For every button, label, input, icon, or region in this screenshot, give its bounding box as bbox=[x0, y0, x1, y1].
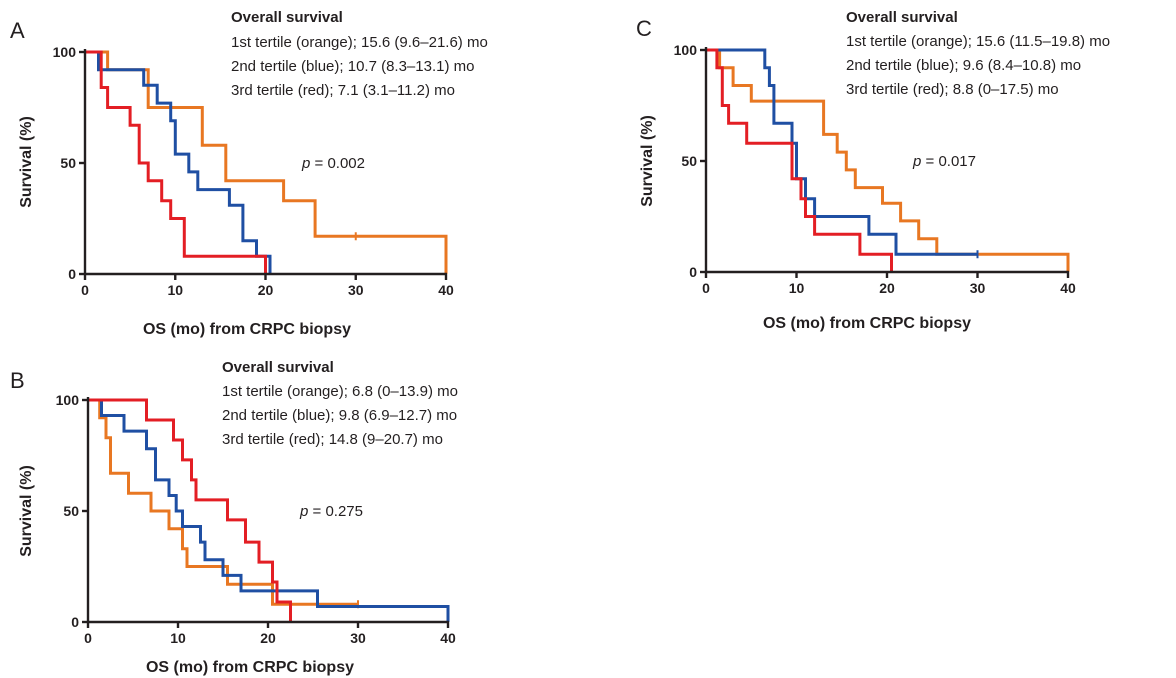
p-number-c: = 0.017 bbox=[921, 153, 976, 170]
legend-line-b-2: 2nd tertile (blue); 9.8 (6.9–12.7) mo bbox=[222, 407, 457, 424]
x-tick-label-b-40: 40 bbox=[440, 630, 456, 646]
y-tick-label-b-50: 50 bbox=[63, 503, 79, 519]
x-tick-label-b-10: 10 bbox=[170, 630, 186, 646]
y-axis-label-b: Survival (%) bbox=[18, 465, 35, 557]
plot-area-a: 0 10 20 30 40 0 50 100 bbox=[53, 44, 454, 298]
p-number-b: = 0.275 bbox=[308, 503, 363, 520]
legend-line-b-3: 3rd tertile (red); 14.8 (9–20.7) mo bbox=[222, 431, 443, 448]
legend-title-c: Overall survival bbox=[846, 9, 958, 26]
p-value-b: p = 0.275 bbox=[299, 503, 363, 520]
x-tick-label-a-0: 0 bbox=[81, 282, 89, 298]
y-axis-label-a: Survival (%) bbox=[18, 116, 35, 208]
panel-letter-c: C bbox=[636, 16, 652, 41]
legend-a: Overall survival 1st tertile (orange); 1… bbox=[231, 9, 488, 99]
panel-c: C Overall survival 1st tertile (orange);… bbox=[636, 9, 1110, 332]
p-value-c: p = 0.017 bbox=[912, 153, 976, 170]
legend-line-c-1: 1st tertile (orange); 15.6 (11.5–19.8) m… bbox=[846, 33, 1110, 50]
p-number-a: = 0.002 bbox=[310, 155, 365, 172]
km-curve-b-red bbox=[88, 398, 292, 622]
legend-line-a-2: 2nd tertile (blue); 10.7 (8.3–13.1) mo bbox=[231, 58, 474, 75]
km-curve-c-red bbox=[706, 48, 893, 272]
legend-c: Overall survival 1st tertile (orange); 1… bbox=[846, 9, 1110, 98]
x-tick-label-c-40: 40 bbox=[1060, 280, 1076, 296]
x-tick-label-a-40: 40 bbox=[438, 282, 454, 298]
x-tick-label-b-30: 30 bbox=[350, 630, 366, 646]
y-tick-label-c-100: 100 bbox=[674, 42, 698, 58]
legend-line-c-2: 2nd tertile (blue); 9.6 (8.4–10.8) mo bbox=[846, 57, 1081, 74]
y-tick-label-c-50: 50 bbox=[681, 153, 697, 169]
plot-area-c: 0 10 20 30 40 0 50 100 bbox=[674, 42, 1076, 296]
y-tick-label-b-0: 0 bbox=[71, 614, 79, 630]
x-tick-label-a-20: 20 bbox=[258, 282, 274, 298]
x-axis-label-a: OS (mo) from CRPC biopsy bbox=[143, 321, 351, 338]
p-value-a: p = 0.002 bbox=[301, 155, 365, 172]
legend-line-a-3: 3rd tertile (red); 7.1 (3.1–11.2) mo bbox=[231, 82, 455, 99]
km-curve-c-orange bbox=[706, 48, 1070, 272]
panel-letter-a: A bbox=[10, 18, 25, 43]
x-tick-label-b-20: 20 bbox=[260, 630, 276, 646]
km-curve-b-blue bbox=[88, 398, 450, 622]
x-tick-label-c-30: 30 bbox=[970, 280, 986, 296]
panel-b: B Overall survival 1st tertile (orange);… bbox=[10, 359, 458, 676]
x-axis-label-c: OS (mo) from CRPC biopsy bbox=[763, 315, 971, 332]
y-axis-label-c: Survival (%) bbox=[639, 115, 656, 207]
p-symbol-b: p bbox=[299, 503, 308, 520]
x-tick-label-c-20: 20 bbox=[879, 280, 895, 296]
x-tick-label-a-30: 30 bbox=[348, 282, 364, 298]
km-curve-c-blue bbox=[706, 48, 978, 256]
x-tick-label-c-10: 10 bbox=[789, 280, 805, 296]
y-tick-label-a-0: 0 bbox=[68, 266, 76, 282]
p-symbol-c: p bbox=[912, 153, 921, 170]
y-tick-label-b-100: 100 bbox=[56, 392, 80, 408]
x-tick-label-c-0: 0 bbox=[702, 280, 710, 296]
x-axis-label-b: OS (mo) from CRPC biopsy bbox=[146, 659, 354, 676]
y-tick-label-a-50: 50 bbox=[60, 155, 76, 171]
legend-title-b: Overall survival bbox=[222, 359, 334, 376]
legend-line-b-1: 1st tertile (orange); 6.8 (0–13.9) mo bbox=[222, 383, 458, 400]
km-curve-a-red bbox=[85, 50, 267, 274]
legend-line-a-1: 1st tertile (orange); 15.6 (9.6–21.6) mo bbox=[231, 34, 488, 51]
legend-title-a: Overall survival bbox=[231, 9, 343, 26]
y-tick-label-c-0: 0 bbox=[689, 264, 697, 280]
legend-b: Overall survival 1st tertile (orange); 6… bbox=[222, 359, 458, 448]
y-tick-label-a-100: 100 bbox=[53, 44, 77, 60]
legend-line-c-3: 3rd tertile (red); 8.8 (0–17.5) mo bbox=[846, 81, 1059, 98]
x-tick-label-b-0: 0 bbox=[84, 630, 92, 646]
panel-letter-b: B bbox=[10, 368, 25, 393]
plot-area-b: 0 10 20 30 40 0 50 100 bbox=[56, 392, 456, 646]
panel-a: A Overall survival 1st tertile (orange);… bbox=[10, 9, 488, 338]
x-tick-label-a-10: 10 bbox=[167, 282, 183, 298]
p-symbol-a: p bbox=[301, 155, 310, 172]
km-curve-a-blue bbox=[85, 50, 272, 274]
